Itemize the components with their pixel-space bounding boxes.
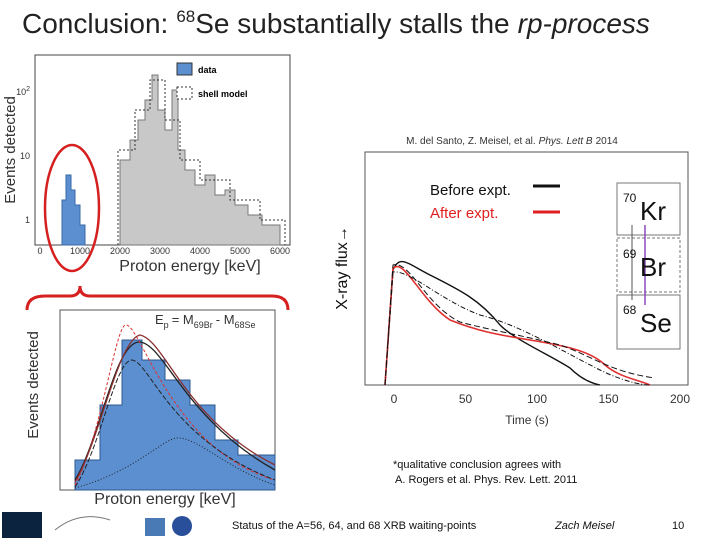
x-tick-label: 50 [459, 392, 473, 406]
legend-label: Before expt. [430, 182, 511, 199]
x-tick-label: 5000 [230, 246, 250, 256]
logo [2, 512, 42, 538]
x-label: Proton energy [keV] [94, 491, 235, 508]
note-line: A. Rogers et al. Phys. Rev. Lett. 2011 [395, 474, 577, 486]
shell-model [117, 79, 286, 245]
nuclei: 70 Kr 69 Br 68 Se [623, 191, 672, 338]
legend-label: After expt. [430, 205, 498, 222]
x-tick-label: 0 [391, 392, 398, 406]
fit-red [74, 334, 276, 483]
tick-base: 10 [16, 87, 26, 97]
nucleus-box [616, 182, 681, 236]
before-dashdot [384, 271, 651, 386]
nucleus-mass: 70 [623, 191, 637, 205]
x-tick-label: 100 [527, 392, 547, 406]
x-tick-label: 1000 [70, 246, 90, 256]
formula: Ep = M69Br - M68Se [155, 312, 256, 330]
cite-year: 2014 [596, 136, 619, 147]
title: Conclusion: 68Se substantially stalls the… [22, 7, 650, 39]
zoom-plot: Ep = M69Br - M68Se Events detected Proton … [25, 309, 276, 508]
y-label: Events detected [25, 331, 42, 439]
legend-swatch [176, 62, 193, 76]
cite-journal: Phys. Lett B [539, 136, 593, 147]
f: 69Br [194, 320, 213, 330]
nucleus-mass: 69 [623, 247, 637, 261]
tick-base: 1 [25, 215, 30, 225]
title-prefix: Conclusion: [22, 8, 168, 39]
title-italic: rp-process [518, 8, 650, 39]
fit-total [74, 324, 276, 486]
x-ticks: 0 50 100 150 200 [391, 392, 691, 406]
nucleus-symbol: Se [640, 308, 672, 338]
x-tick-label: 4000 [190, 246, 210, 256]
legend-swatch [176, 86, 193, 100]
x-tick-label: 2000 [110, 246, 130, 256]
nucleus-box [616, 237, 681, 293]
f: = M [172, 312, 194, 327]
x-tick-label: 0 [37, 246, 42, 256]
citation: M. del Santo, Z. Meisel, et al. Phys. Let… [406, 136, 618, 147]
logos [2, 512, 192, 538]
x-tick-label: 3000 [150, 246, 170, 256]
nucleus-symbol: Br [640, 252, 666, 282]
title-rest: Se substantially stalls the [195, 8, 509, 39]
fit-component [74, 437, 276, 489]
x-tick-label: 200 [670, 392, 690, 406]
cite-authors: M. del Santo, Z. Meisel, et al. [406, 136, 536, 147]
y-tick-label: 10 [20, 151, 30, 161]
highlight [43, 143, 101, 273]
logo [54, 516, 111, 531]
x-tick-label: 150 [598, 392, 618, 406]
tick-exp: 2 [26, 86, 30, 93]
title-mass: 68 [176, 7, 195, 26]
legend-label: shell model [198, 89, 248, 99]
after-curve [384, 265, 651, 386]
nucleus-symbol: Kr [640, 196, 666, 226]
x-tick-label: 6000 [270, 246, 290, 256]
fit-component [74, 359, 276, 488]
spectrum-plot: data shell model Events detected Proton … [2, 54, 291, 275]
before-curve [384, 260, 601, 386]
f: - M [216, 312, 235, 327]
nucleus-mass: 68 [623, 303, 637, 317]
x-label: Proton energy [keV] [119, 258, 260, 275]
f: p [164, 320, 169, 330]
footer-page: 10 [672, 520, 684, 532]
histogram [74, 339, 276, 491]
f: 68Se [235, 320, 256, 330]
f: E [155, 312, 164, 327]
legend-label: data [198, 65, 218, 75]
y-label: X-ray flux→ [334, 226, 351, 310]
flux-plot: M. del Santo, Z. Meisel, et al. Phys. Let… [334, 136, 690, 427]
footer-author: Zach Meisel [554, 520, 615, 532]
y-tick-label: 102 [16, 86, 30, 97]
bracket [25, 285, 290, 311]
nucleus-box [616, 294, 681, 350]
tick-base: 10 [20, 151, 30, 161]
logo [172, 516, 192, 536]
data-hist [61, 174, 86, 246]
logo [145, 518, 165, 536]
y-label: Events detected [2, 96, 19, 204]
footer-status: Status of the A=56, 64, and 68 XRB waiti… [232, 520, 477, 532]
y-tick-label: 1 [25, 215, 30, 225]
histogram [119, 74, 281, 246]
legend [425, 174, 567, 226]
x-label: Time (s) [505, 413, 549, 427]
note-line: *qualitative conclusion agrees with [393, 459, 561, 471]
